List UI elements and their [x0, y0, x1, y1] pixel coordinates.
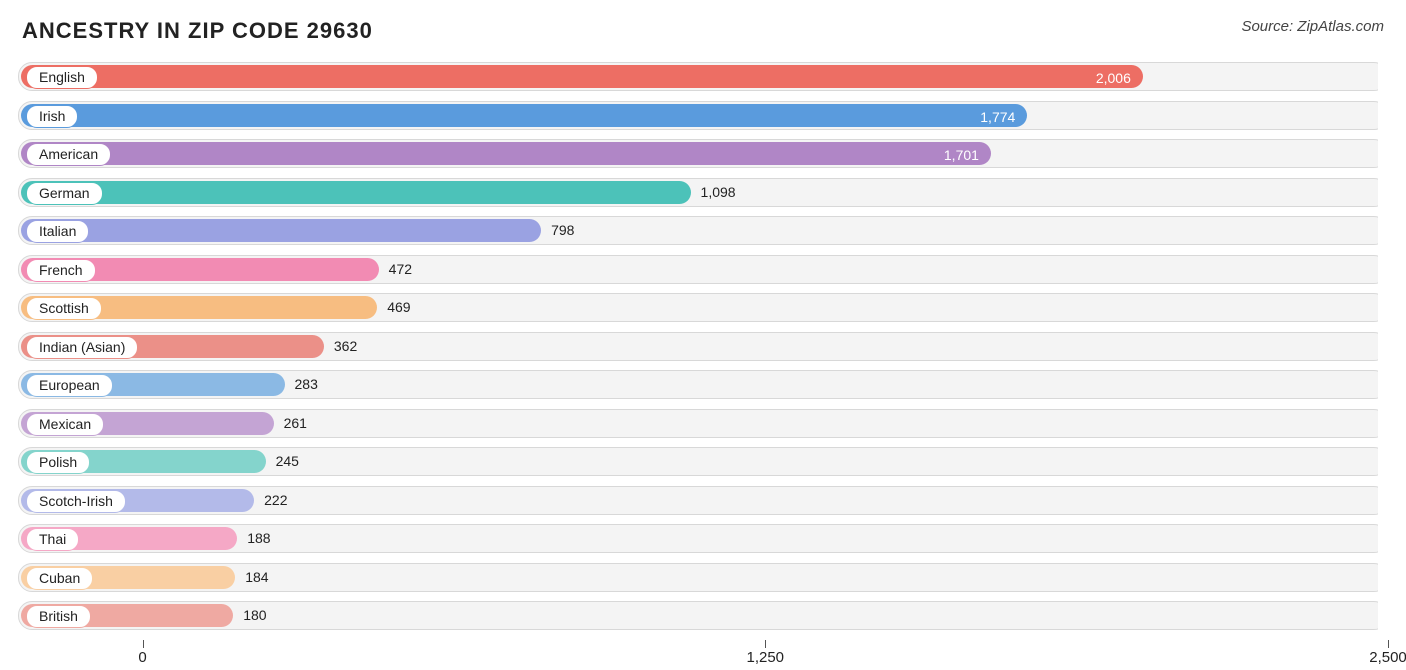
bar-label-pill: English — [26, 66, 98, 89]
bar-label-pill: French — [26, 259, 96, 282]
bar-label-pill: Polish — [26, 451, 90, 474]
bar: 1,774 — [21, 104, 1027, 127]
bar: 1,701 — [21, 142, 991, 165]
bar-value: 1,098 — [701, 179, 736, 206]
bar — [21, 181, 691, 204]
axis-tick-label: 1,250 — [746, 649, 784, 666]
bar-track: Indian (Asian) 362 — [18, 332, 1388, 361]
bar-label-pill: Irish — [26, 105, 78, 128]
bar-track: British 180 — [18, 601, 1388, 630]
bar-value: 469 — [387, 294, 410, 321]
bar-label-pill: Italian — [26, 220, 89, 243]
bar-label-pill: Thai — [26, 528, 79, 551]
bar-label-pill: Indian (Asian) — [26, 336, 138, 359]
bar — [21, 219, 541, 242]
bar-value: 188 — [247, 525, 270, 552]
bar-value: 472 — [389, 256, 412, 283]
bar-value: 362 — [334, 333, 357, 360]
bar-value: 1,774 — [980, 104, 1015, 127]
bar-track: Italian 798 — [18, 216, 1388, 245]
bar-track: Scottish 469 — [18, 293, 1388, 322]
bar-label-pill: German — [26, 182, 103, 205]
bar-track: 1,701 American — [18, 139, 1388, 168]
bar-label-pill: British — [26, 605, 91, 628]
bar-track: European 283 — [18, 370, 1388, 399]
bar-value: 222 — [264, 487, 287, 514]
bar-label-pill: European — [26, 374, 113, 397]
bar-value: 798 — [551, 217, 574, 244]
bar-track: Mexican 261 — [18, 409, 1388, 438]
bar-value: 283 — [295, 371, 318, 398]
bar-value: 2,006 — [1096, 65, 1131, 88]
bar-value: 245 — [276, 448, 299, 475]
bar: 2,006 — [21, 65, 1143, 88]
chart-header: ANCESTRY IN ZIP CODE 29630 Source: ZipAt… — [0, 0, 1406, 52]
bar-label-pill: Cuban — [26, 567, 93, 590]
bar-value: 1,701 — [944, 142, 979, 165]
bar-label-pill: American — [26, 143, 111, 166]
bar-value: 180 — [243, 602, 266, 629]
bar-track: 2,006 English — [18, 62, 1388, 91]
bar-track: German 1,098 — [18, 178, 1388, 207]
bar-track: 1,774 Irish — [18, 101, 1388, 130]
bar-label-pill: Scotch-Irish — [26, 490, 126, 513]
chart-source: Source: ZipAtlas.com — [1241, 18, 1384, 35]
axis-tick-label: 2,500 — [1369, 649, 1406, 666]
chart-area: 2,006 English 1,774 Irish 1,701 American Germa… — [18, 62, 1388, 630]
bar-track: French 472 — [18, 255, 1388, 284]
bar-track: Thai 188 — [18, 524, 1388, 553]
bar-value: 261 — [284, 410, 307, 437]
bar-value: 184 — [245, 564, 268, 591]
bar-track: Scotch-Irish 222 — [18, 486, 1388, 515]
chart-title: ANCESTRY IN ZIP CODE 29630 — [22, 18, 373, 44]
bar-label-pill: Mexican — [26, 413, 104, 436]
bar-track: Cuban 184 — [18, 563, 1388, 592]
x-axis: 01,2502,500 — [18, 640, 1388, 670]
bar-label-pill: Scottish — [26, 297, 102, 320]
bar-track: Polish 245 — [18, 447, 1388, 476]
axis-tick-label: 0 — [138, 649, 146, 666]
